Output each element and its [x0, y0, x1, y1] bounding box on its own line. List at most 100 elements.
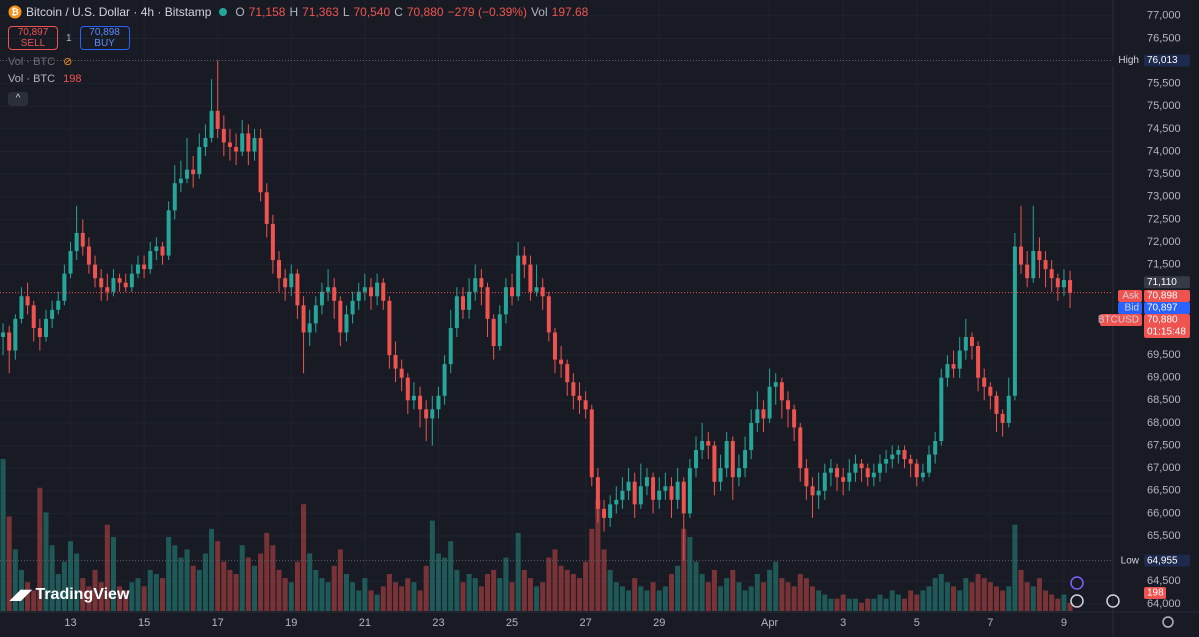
candle-body: [436, 395, 441, 410]
volume-bar: [546, 557, 552, 611]
candle-body: [736, 468, 741, 478]
volume-bar: [527, 578, 533, 611]
volume-bar: [650, 582, 656, 611]
volume-bar: [270, 545, 276, 611]
volume-bar: [613, 582, 619, 611]
volume-bar: [675, 565, 681, 611]
candle-body: [847, 472, 852, 482]
candle-body: [994, 395, 999, 414]
event-icon[interactable]: [1070, 576, 1084, 590]
volume-bar: [902, 598, 908, 611]
y-tick-label: 74,500: [1147, 123, 1181, 135]
volume-bar: [656, 590, 662, 611]
candle-body: [681, 481, 686, 514]
volume-bar: [319, 578, 325, 611]
candle-body: [123, 282, 128, 288]
volume-bar: [1006, 586, 1012, 611]
candle-body: [362, 287, 367, 292]
volume-bar: [411, 582, 417, 611]
event-icon[interactable]: [1106, 594, 1120, 608]
candle-body: [172, 183, 177, 211]
price-tag-value: 70,897: [1147, 303, 1178, 314]
candle-body: [142, 264, 147, 270]
candle-body: [1, 332, 6, 337]
candle-body: [191, 169, 196, 175]
volume-bar: [914, 594, 920, 611]
volume-bar: [883, 598, 889, 611]
candle-body: [344, 314, 349, 333]
candle-body: [884, 459, 889, 464]
volume-bar: [785, 582, 791, 611]
symbol[interactable]: Bitcoin / U.S. Dollar · 4h · Bitstamp: [26, 5, 212, 19]
candle-body: [1037, 251, 1042, 261]
volume-bar: [601, 549, 607, 611]
svg-text:₿: ₿: [11, 7, 18, 17]
y-tick-label: 67,000: [1147, 462, 1181, 474]
candle-body: [418, 395, 423, 410]
y-tick-label: 68,000: [1147, 417, 1181, 429]
volume-bar: [920, 590, 926, 611]
candle-body: [313, 305, 318, 324]
volume-bar: [558, 565, 564, 611]
indicator-label: Vol · BTC: [8, 55, 56, 68]
volume-bar: [583, 561, 589, 611]
quantity[interactable]: 1: [66, 32, 72, 44]
candle-body: [68, 251, 73, 274]
y-tick-label: 65,500: [1147, 530, 1181, 542]
candle-body: [755, 409, 760, 423]
volume-bar: [687, 537, 693, 611]
candle-body: [19, 296, 24, 319]
indicator[interactable]: Vol · BTC ⊘: [8, 55, 73, 69]
volume-bar: [564, 569, 570, 611]
sell-button[interactable]: 70,897 SELL: [8, 26, 58, 50]
candle-body: [785, 400, 790, 410]
candle-body: [687, 468, 692, 514]
hidden-icon[interactable]: ⊘: [63, 56, 73, 68]
price-tag: [1144, 554, 1190, 567]
candle-body: [246, 133, 251, 152]
candle-body: [454, 296, 459, 328]
volume-bar: [141, 586, 147, 611]
volume-bar: [172, 545, 178, 611]
indicator[interactable]: Vol · BTC 198: [8, 73, 81, 85]
candle-body: [99, 278, 104, 288]
settings-icon[interactable]: [1162, 616, 1174, 628]
y-tick-label: 75,500: [1147, 78, 1181, 90]
volume-bar: [190, 565, 196, 611]
volume-bar: [417, 590, 423, 611]
volume-bar: [276, 569, 282, 611]
event-icon[interactable]: [1070, 594, 1084, 608]
volume-bar: [840, 594, 846, 611]
candle-body: [663, 486, 668, 491]
market-status[interactable]: [219, 8, 228, 16]
buy-button[interactable]: 70,898 BUY: [79, 26, 130, 50]
volume-value: 197.68: [551, 5, 589, 19]
candle-body: [234, 147, 239, 152]
candle-body: [571, 382, 576, 396]
candle-body: [982, 377, 987, 387]
indicator-label: Vol · BTC: [8, 73, 56, 85]
candle-body: [608, 504, 613, 518]
candle-body: [552, 332, 557, 360]
candle-body: [283, 278, 288, 288]
volume-bar: [435, 553, 441, 611]
volume-bar: [202, 553, 208, 611]
price-tag-label: Low: [1121, 555, 1140, 566]
candle-body: [902, 450, 907, 460]
candle-body: [700, 441, 705, 451]
ohlc-label: C: [394, 5, 403, 19]
candle-body: [516, 255, 521, 297]
x-tick-label: 19: [285, 617, 297, 629]
y-tick-label: 76,500: [1147, 32, 1181, 44]
volume-bar: [889, 590, 895, 611]
ohlc-value: 70,540: [353, 5, 391, 19]
volume-bar: [736, 582, 742, 611]
collapse-button[interactable]: ^: [8, 92, 28, 106]
price-tag-value: 71,110: [1147, 277, 1177, 288]
volume-bar: [944, 582, 950, 611]
volume-bar: [1030, 586, 1036, 611]
candle-body: [632, 481, 637, 505]
volume-bar: [209, 528, 215, 611]
candle-body: [80, 232, 85, 247]
volume-bar: [405, 578, 411, 611]
